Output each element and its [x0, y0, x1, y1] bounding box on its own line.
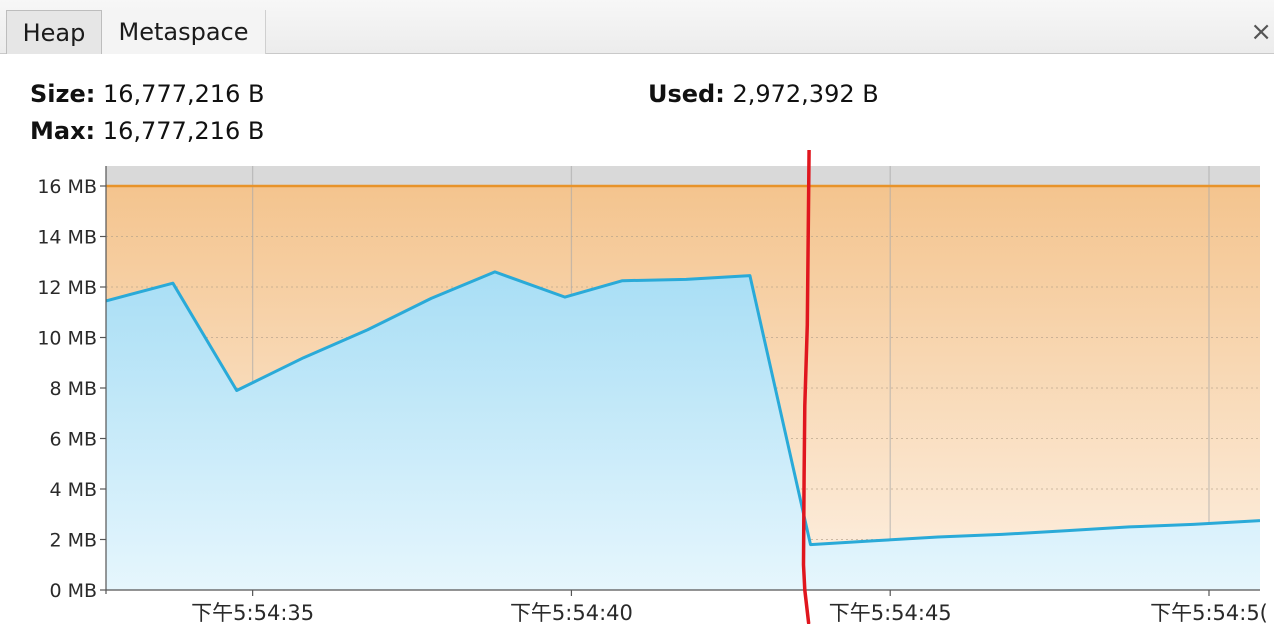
x-tick-label: 下午5:54:45 — [829, 601, 952, 624]
y-tick-label: 12 MB — [37, 277, 97, 299]
y-tick-label: 2 MB — [49, 530, 97, 552]
close-icon[interactable]: × — [1250, 17, 1272, 47]
heap-usage-chart: 0 MB 2 MB 4 MB 6 MB 8 MB 10 MB 12 MB 14 MB 16 MB… — [37, 150, 1268, 624]
size-value: 16,777,216 B — [103, 80, 265, 108]
max-label: Max: — [30, 117, 96, 145]
used-value: 2,972,392 B — [732, 80, 879, 108]
y-tick-label: 0 MB — [49, 580, 97, 602]
y-tick-label: 8 MB — [49, 378, 97, 400]
x-tick-label: 下午5:54:40 — [510, 601, 633, 624]
tab-bar: Heap Metaspace × — [0, 0, 1274, 54]
max-info: Max: 16,777,216 B — [30, 117, 264, 145]
max-value: 16,777,216 B — [102, 117, 265, 145]
tab-heap[interactable]: Heap — [6, 10, 102, 54]
size-label: Size: — [30, 80, 96, 108]
y-tick-label: 16 MB — [37, 176, 97, 198]
used-info: Used: 2,972,392 B — [648, 80, 879, 108]
used-area — [106, 271, 1260, 590]
size-info: Size: 16,777,216 B — [30, 80, 265, 108]
x-tick-label: 下午5:54:35 — [191, 601, 314, 624]
y-tick-label: 14 MB — [37, 227, 97, 249]
y-tick-label: 4 MB — [49, 479, 97, 501]
used-label: Used: — [648, 80, 725, 108]
x-tick-label: 下午5:54:5( — [1150, 601, 1268, 624]
tab-metaspace[interactable]: Metaspace — [102, 10, 266, 54]
y-tick-label: 6 MB — [49, 429, 97, 451]
headroom-band — [106, 166, 1260, 186]
annotation-marker-line — [801, 150, 811, 624]
y-tick-label: 10 MB — [37, 328, 97, 350]
